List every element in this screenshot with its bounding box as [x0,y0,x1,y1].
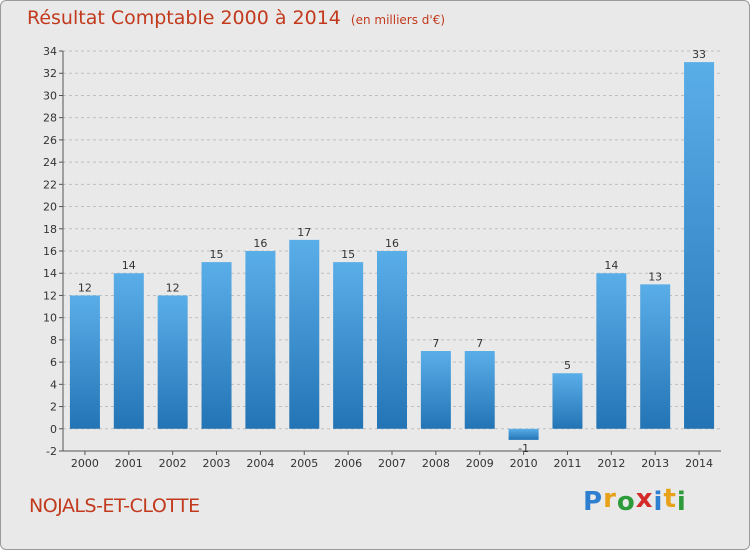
bar-value-label: 16 [253,237,267,250]
logo-letter: i [676,487,687,517]
bar [377,251,407,429]
labels: -202468101214161820222426283032341220001… [43,45,713,470]
bar [201,262,232,429]
x-tick-label: 2014 [685,457,713,470]
bar-value-label: 12 [78,281,92,294]
axes [59,50,721,455]
logo-letter: t [663,484,677,514]
bar [420,351,451,429]
x-tick-label: 2013 [641,457,669,470]
bar-value-label: 12 [166,281,180,294]
x-tick-label: 2012 [597,457,625,470]
logo-letter: x [635,484,654,514]
y-tick-label: 28 [43,112,57,125]
x-tick-label: 2003 [203,457,231,470]
bar-value-label: 16 [385,237,399,250]
bar-value-label: 14 [604,259,618,272]
bar [113,273,144,429]
y-tick-label: 4 [50,378,57,391]
bar [245,251,276,429]
bar [684,62,715,429]
y-tick-label: 12 [43,289,57,302]
y-tick-label: 16 [43,245,57,258]
y-tick-label: 30 [43,89,57,102]
bar [640,284,671,429]
bar [464,351,495,429]
x-tick-label: 2005 [290,457,318,470]
bar-value-label: 5 [564,359,571,372]
bar [289,239,320,429]
x-tick-label: 2006 [334,457,362,470]
bar-value-label: 7 [432,337,439,350]
y-tick-label: 18 [43,223,57,236]
bar-value-label: 15 [341,248,355,261]
x-tick-label: 2002 [159,457,187,470]
y-tick-label: 32 [43,67,57,80]
x-tick-label: 2009 [466,457,494,470]
bar [552,373,583,429]
proxiti-logo: Proxiti [583,484,687,517]
commune-name: NOJALS-ET-CLOTTE [29,495,200,517]
bar-value-label: 15 [210,248,224,261]
chart-title: Résultat Comptable 2000 à 2014 (en millie… [27,7,445,29]
bar-value-label: 7 [476,337,483,350]
x-tick-label: 2007 [378,457,406,470]
y-tick-label: 2 [50,401,57,414]
y-tick-label: 22 [43,178,57,191]
bar-value-label: 17 [297,226,311,239]
y-tick-label: 8 [50,334,57,347]
bar [333,262,364,429]
bar [508,428,539,440]
y-tick-label: -2 [46,445,57,458]
y-tick-label: 20 [43,201,57,214]
x-tick-label: 2000 [71,457,99,470]
bar [69,295,100,429]
bar-value-label: 14 [122,259,136,272]
logo-letter: r [603,484,617,514]
chart-subtitle: (en milliers d'€) [350,13,446,27]
y-tick-label: 24 [43,156,57,169]
x-tick-label: 2010 [510,457,538,470]
y-tick-label: 14 [43,267,57,280]
logo-letter: i [653,487,664,517]
logo-letter: o [616,487,636,517]
logo-letter: P [583,487,604,517]
bar-value-label: -1 [518,442,529,455]
y-tick-label: 34 [43,45,57,58]
y-tick-label: 0 [50,423,57,436]
y-tick-label: 26 [43,134,57,147]
bar [596,273,627,429]
bar-value-label: 13 [648,270,662,283]
bars [69,62,715,440]
chart-title-text: Résultat Comptable 2000 à 2014 [27,7,341,29]
x-tick-label: 2008 [422,457,450,470]
bar [157,295,188,429]
bar-value-label: 33 [692,48,706,61]
x-tick-label: 2011 [553,457,581,470]
y-tick-label: 6 [50,356,57,369]
x-tick-label: 2001 [115,457,143,470]
x-tick-label: 2004 [246,457,274,470]
y-tick-label: 10 [43,312,57,325]
